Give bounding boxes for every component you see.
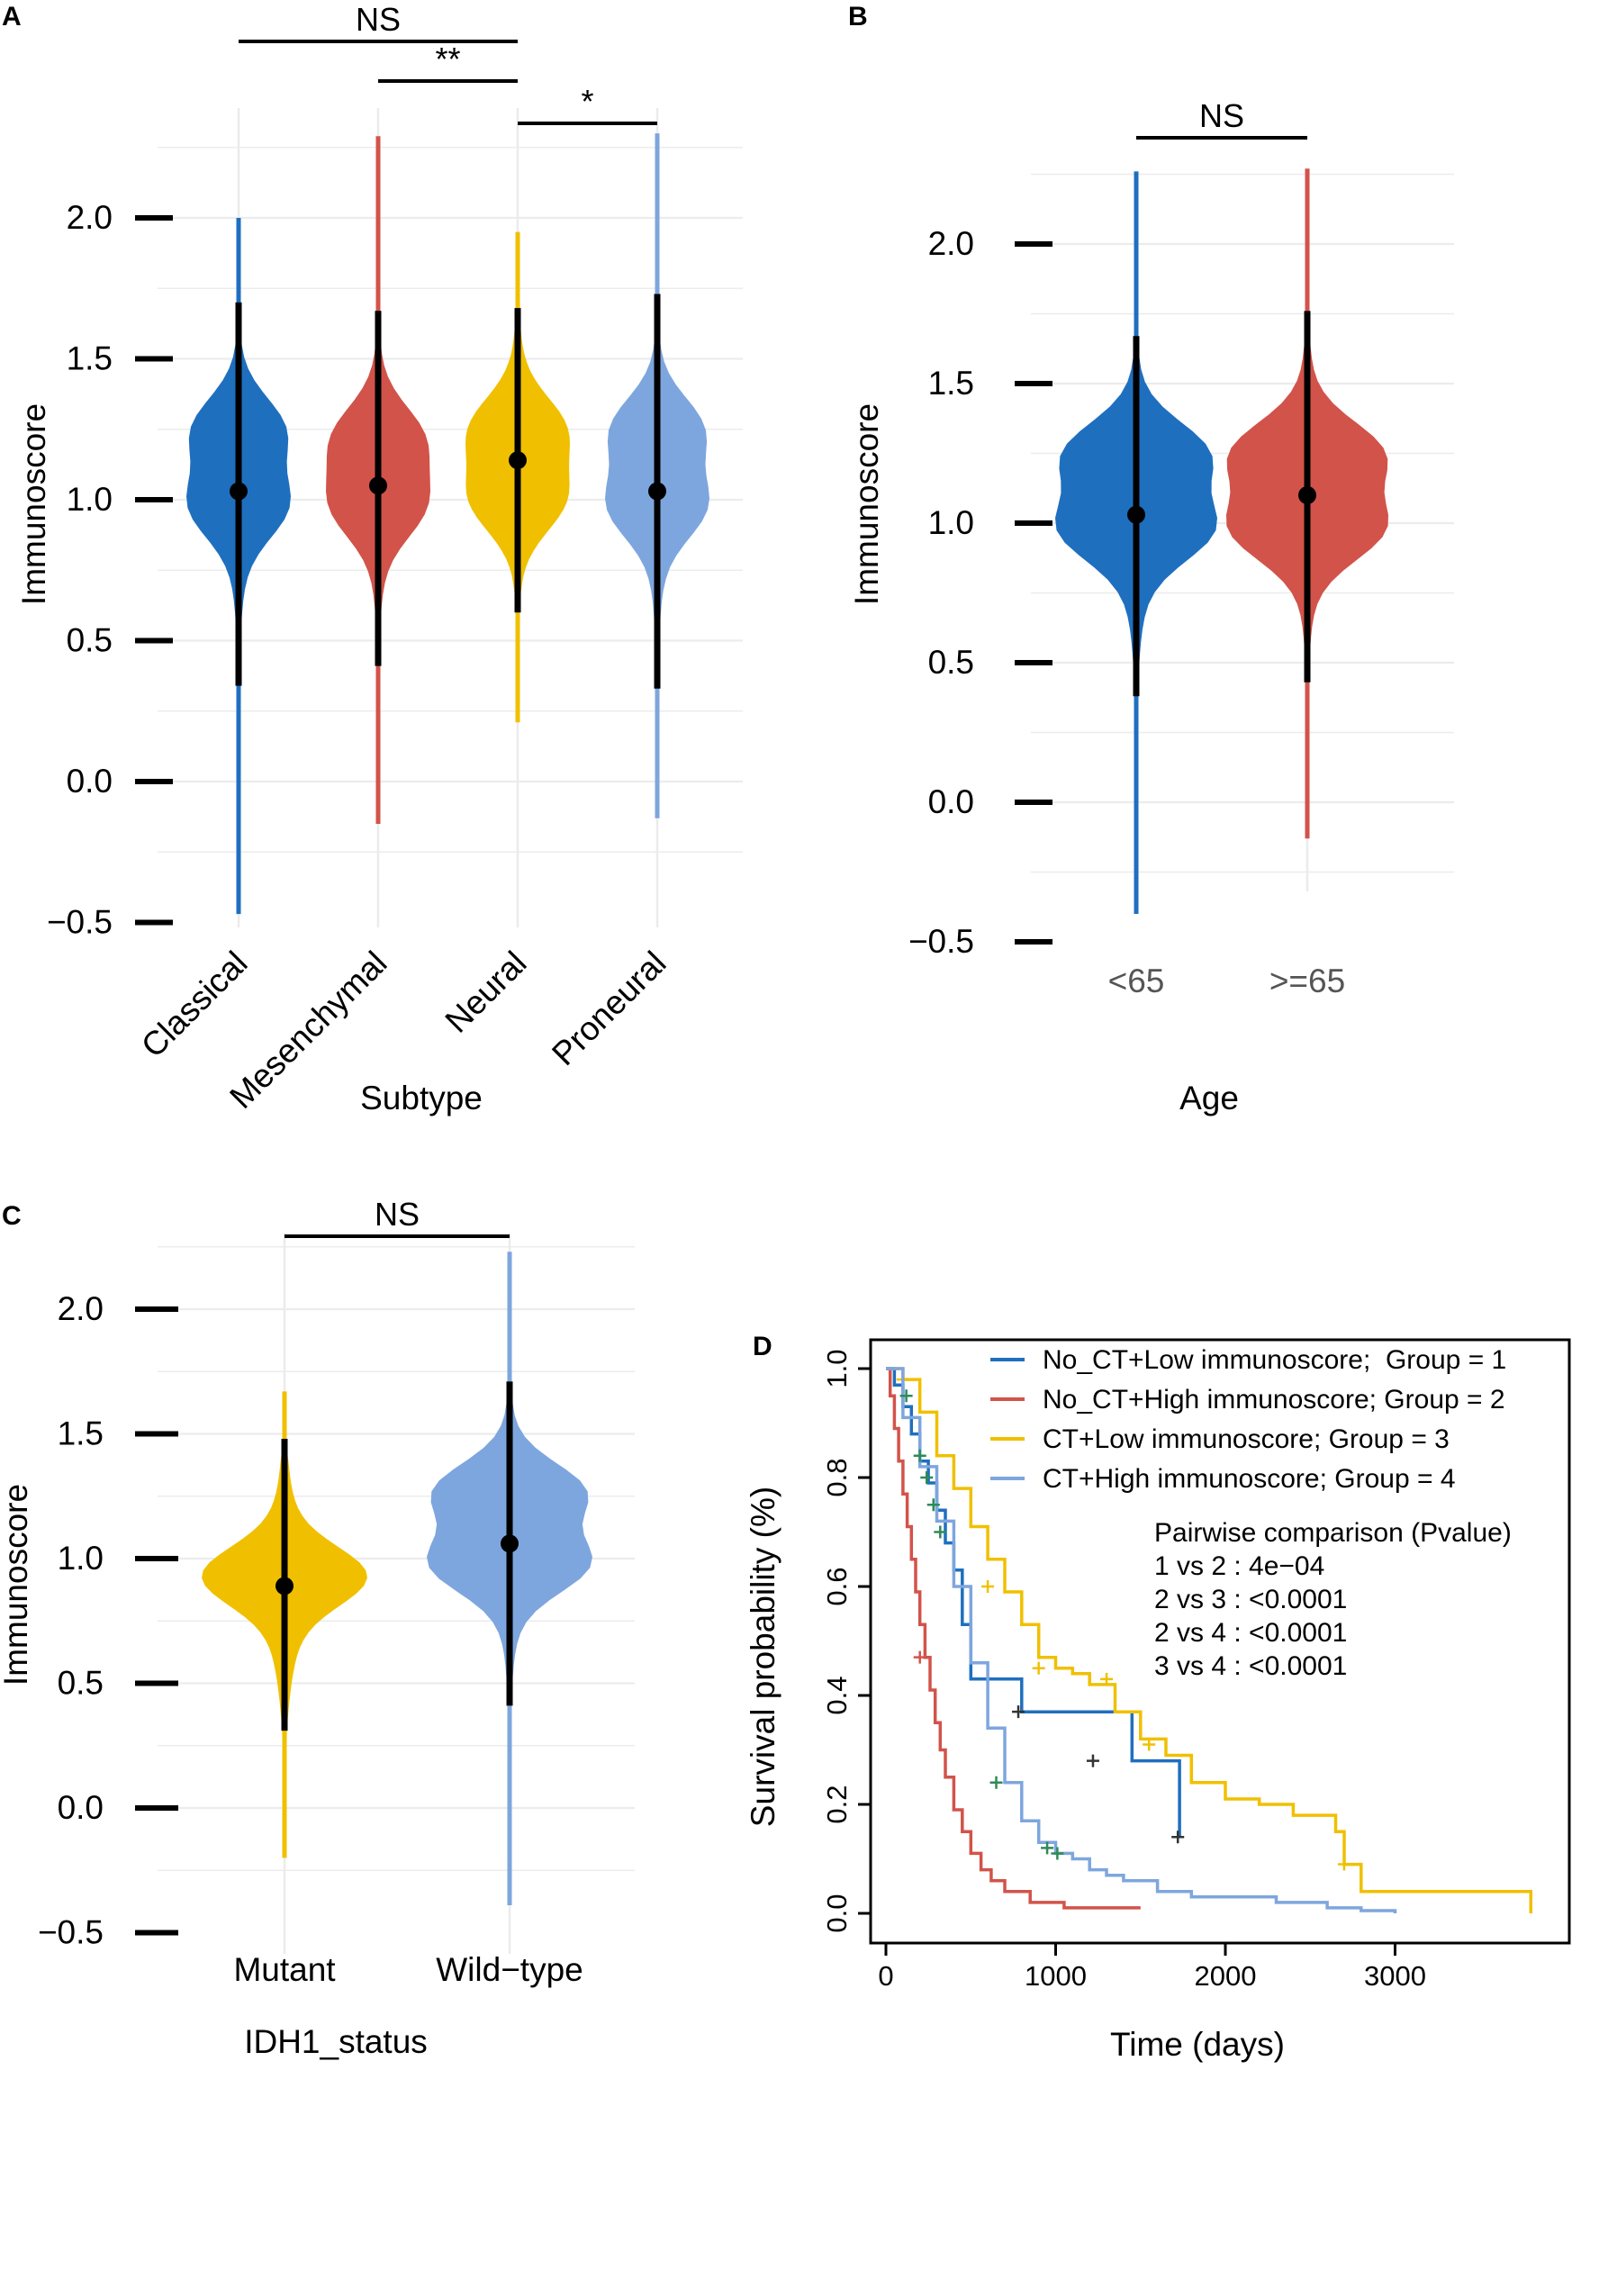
x-tick-label: 2000 [1195,1960,1257,1992]
x-category-classical: Classical [134,945,255,1065]
annotation-title: Pairwise comparison (Pvalue) [1154,1518,1512,1548]
y-tick-label: 0.6 [821,1567,853,1605]
censor-mark [1143,1738,1156,1751]
censor-mark [1171,1830,1185,1844]
legend-entry-group-2: No_CT+High immunoscore; Group = 2 [1043,1385,1505,1415]
median-point-proneural [648,482,666,501]
plot-frame [869,1338,1571,1945]
y-axis-title: Immunoscore [15,403,52,605]
annotation-pvalue: 1 vs 2 : 4e−04 [1154,1551,1324,1581]
survival-curve-group-1 [886,1367,1181,1838]
y-tick-label: 0.0 [58,1789,104,1826]
panel-label-d: D [753,1332,772,1361]
y-tick-label: 0.2 [821,1785,853,1823]
panel-label-a: A [2,2,22,32]
x-category-65: >=65 [1269,963,1345,999]
comparison-label: ** [435,41,460,77]
censor-mark [981,1580,995,1593]
y-tick-label: 0.4 [821,1676,853,1714]
annotation-pvalue: 2 vs 4 : <0.0001 [1154,1618,1347,1648]
y-tick-label: 0.5 [928,644,974,681]
comparison-label: NS [1199,97,1244,134]
y-tick-label: 0.0 [67,763,113,800]
median-point-wild-type [501,1534,519,1553]
median-point-65 [1298,486,1316,504]
y-tick-label: −0.5 [908,923,974,960]
median-point-neural [509,451,527,470]
panel-label-b: B [848,2,868,32]
panel-b-violin-age: 2.0 1.5 1.0 0.5 0.0 −0.5 <65 >=65 NS Age Immunosco… [848,97,1454,1116]
annotation-pvalue: 3 vs 4 : <0.0001 [1154,1651,1347,1681]
x-category-mutant: Mutant [233,1951,336,1988]
x-axis-title: Age [1179,1080,1239,1116]
y-tick-label: 1.0 [67,481,113,518]
median-point-mesenchymal [369,476,387,495]
x-category-wild-type: Wild−type [436,1951,583,1988]
legend-entry-group-1: No_CT+Low immunoscore; Group = 1 [1043,1345,1506,1375]
y-tick-label: 2.0 [928,225,974,262]
y-tick-label: 0.8 [821,1458,853,1496]
y-tick-label: 0.0 [928,783,974,820]
y-tick-label: 0.5 [67,622,113,659]
y-tick-label: 1.0 [58,1540,104,1577]
censor-mark [926,1498,940,1512]
y-axis-title: Survival probability (%) [745,1487,781,1827]
censor-mark [1086,1754,1099,1767]
censor-mark [1337,1858,1351,1871]
censor-mark [913,1449,926,1462]
panel-label-c: C [2,1201,22,1231]
panel-d-survival-curve: 0 1000 2000 3000 0.0 0.2 0.4 0.6 0.8 1.0 No_CT+Low… [745,1338,1571,2063]
censor-mark [920,1471,934,1484]
y-tick-label: 1.5 [67,340,113,377]
panel-c-violin-idh1: 2.0 1.5 1.0 0.5 0.0 −0.5 Mutant Wild−type NS IDH1… [0,1196,635,2060]
comparison-label: NS [375,1196,420,1233]
comparison-label: NS [356,1,401,38]
y-tick-label: −0.5 [38,1914,104,1951]
y-tick-label: 1.5 [928,365,974,402]
x-tick-label: 3000 [1364,1960,1426,1992]
y-tick-label: 2.0 [58,1290,104,1327]
survival-curve-group-4 [886,1367,1397,1913]
x-category-proneural: Proneural [545,945,673,1072]
legend-entry-group-3: CT+Low immunoscore; Group = 3 [1043,1424,1450,1454]
censor-mark [934,1525,947,1539]
x-category-neural: Neural [438,945,534,1040]
comparison-label: * [581,83,593,120]
censor-mark [1051,1847,1064,1860]
y-tick-label: 1.0 [821,1349,853,1388]
y-tick-label: 0.5 [58,1665,104,1702]
x-axis-title: Subtype [360,1080,483,1116]
survival-curve-group-2 [886,1367,1141,1910]
survival-curve-group-3 [886,1367,1533,1913]
annotation-pvalue: 2 vs 3 : <0.0001 [1154,1585,1347,1614]
y-axis-title: Immunoscore [848,403,885,605]
x-category-65: <65 [1108,963,1165,999]
x-axis-title: Time (days) [1110,2026,1285,2063]
censor-mark [1012,1705,1025,1719]
x-axis-title: IDH1_status [244,2023,428,2060]
median-point-mutant [276,1577,294,1595]
y-axis-title: Immunoscore [0,1484,34,1686]
x-tick-label: 1000 [1025,1960,1087,1992]
censor-mark [1100,1672,1114,1686]
censor-mark [899,1389,913,1403]
y-tick-label: 0.0 [821,1894,853,1932]
censor-mark [989,1776,1003,1789]
median-point-classical [230,482,248,501]
legend-entry-group-4: CT+High immunoscore; Group = 4 [1043,1464,1456,1494]
y-tick-label: 1.5 [58,1415,104,1452]
censor-mark [1041,1841,1054,1855]
median-point-65 [1127,505,1145,524]
x-tick-label: 0 [878,1960,893,1992]
y-tick-label: −0.5 [47,904,113,941]
censor-mark [1032,1661,1045,1675]
censor-mark [913,1650,926,1664]
y-tick-label: 1.0 [928,504,974,541]
y-tick-label: 2.0 [67,199,113,236]
